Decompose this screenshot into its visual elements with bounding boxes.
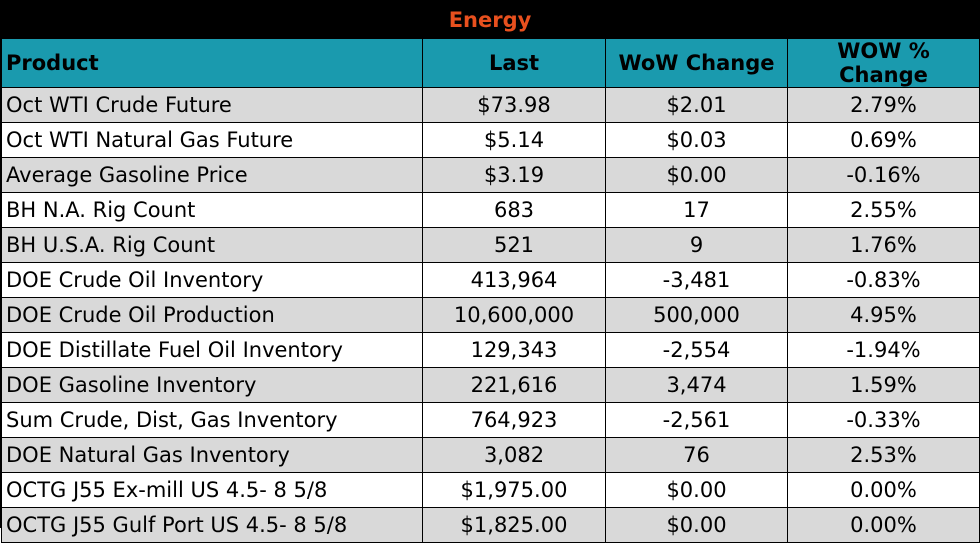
wow-change-cell: $0.03: [605, 122, 788, 158]
table-row: OCTG J55 Ex-mill US 4.5- 8 5/8 $1,975.00…: [1, 472, 980, 508]
product-cell: DOE Distillate Fuel Oil Inventory: [1, 332, 423, 368]
energy-table: Product Last WoW Change WOW % Change Oct…: [1, 38, 980, 543]
table-row: BH N.A. Rig Count 683 17 2.55%: [1, 192, 980, 228]
wow-change-cell: 9: [605, 227, 788, 263]
title-bar: Energy: [1, 1, 979, 38]
wow-change-cell: $0.00: [605, 157, 788, 193]
last-cell: 129,343: [422, 332, 606, 368]
last-cell: $1,975.00: [422, 472, 606, 508]
wow-pct-cell: -1.94%: [787, 332, 980, 368]
wow-pct-cell: -0.83%: [787, 262, 980, 298]
wow-change-cell: $0.00: [605, 507, 788, 543]
table-row: Oct WTI Natural Gas Future $5.14 $0.03 0…: [1, 122, 980, 158]
wow-pct-cell: 0.00%: [787, 507, 980, 543]
product-cell: Sum Crude, Dist, Gas Inventory: [1, 402, 423, 438]
last-cell: $5.14: [422, 122, 606, 158]
header-row: Product Last WoW Change WOW % Change: [1, 38, 980, 88]
last-cell: 683: [422, 192, 606, 228]
product-cell: DOE Natural Gas Inventory: [1, 437, 423, 473]
last-cell: 521: [422, 227, 606, 263]
table-row: DOE Natural Gas Inventory 3,082 76 2.53%: [1, 437, 980, 473]
table-row: DOE Crude Oil Inventory 413,964 -3,481 -…: [1, 262, 980, 298]
wow-change-cell: -2,561: [605, 402, 788, 438]
wow-pct-cell: 0.69%: [787, 122, 980, 158]
last-cell: 764,923: [422, 402, 606, 438]
wow-change-cell: -2,554: [605, 332, 788, 368]
wow-change-cell: 3,474: [605, 367, 788, 403]
last-cell: 221,616: [422, 367, 606, 403]
table-row: DOE Distillate Fuel Oil Inventory 129,34…: [1, 332, 980, 368]
wow-pct-cell: 1.76%: [787, 227, 980, 263]
header-last: Last: [422, 38, 606, 88]
wow-change-cell: $2.01: [605, 87, 788, 123]
product-cell: Oct WTI Crude Future: [1, 87, 423, 123]
product-cell: OCTG J55 Gulf Port US 4.5- 8 5/8: [1, 507, 423, 543]
wow-change-cell: -3,481: [605, 262, 788, 298]
table-row: DOE Crude Oil Production 10,600,000 500,…: [1, 297, 980, 333]
header-wow-change: WoW Change: [605, 38, 788, 88]
product-cell: OCTG J55 Ex-mill US 4.5- 8 5/8: [1, 472, 423, 508]
product-cell: DOE Gasoline Inventory: [1, 367, 423, 403]
table-title: Energy: [448, 7, 532, 32]
wow-pct-cell: -0.33%: [787, 402, 980, 438]
product-cell: DOE Crude Oil Production: [1, 297, 423, 333]
last-cell: $1,825.00: [422, 507, 606, 543]
product-cell: BH N.A. Rig Count: [1, 192, 423, 228]
wow-change-cell: 17: [605, 192, 788, 228]
table-row: Sum Crude, Dist, Gas Inventory 764,923 -…: [1, 402, 980, 438]
wow-pct-cell: 4.95%: [787, 297, 980, 333]
wow-pct-cell: 0.00%: [787, 472, 980, 508]
last-cell: 3,082: [422, 437, 606, 473]
product-cell: Oct WTI Natural Gas Future: [1, 122, 423, 158]
product-cell: Average Gasoline Price: [1, 157, 423, 193]
last-cell: $3.19: [422, 157, 606, 193]
wow-pct-cell: -0.16%: [787, 157, 980, 193]
wow-change-cell: 500,000: [605, 297, 788, 333]
table-row: Oct WTI Crude Future $73.98 $2.01 2.79%: [1, 87, 980, 123]
wow-pct-cell: 2.79%: [787, 87, 980, 123]
last-cell: 413,964: [422, 262, 606, 298]
wow-change-cell: $0.00: [605, 472, 788, 508]
wow-pct-cell: 2.55%: [787, 192, 980, 228]
table-row: OCTG J55 Gulf Port US 4.5- 8 5/8 $1,825.…: [1, 507, 980, 543]
product-cell: DOE Crude Oil Inventory: [1, 262, 423, 298]
last-cell: $73.98: [422, 87, 606, 123]
wow-pct-cell: 1.59%: [787, 367, 980, 403]
product-cell: BH U.S.A. Rig Count: [1, 227, 423, 263]
wow-change-cell: 76: [605, 437, 788, 473]
table-row: DOE Gasoline Inventory 221,616 3,474 1.5…: [1, 367, 980, 403]
header-wow-pct-change: WOW % Change: [787, 38, 980, 88]
header-product: Product: [1, 38, 423, 88]
last-cell: 10,600,000: [422, 297, 606, 333]
wow-pct-cell: 2.53%: [787, 437, 980, 473]
table-row: Average Gasoline Price $3.19 $0.00 -0.16…: [1, 157, 980, 193]
table-row: BH U.S.A. Rig Count 521 9 1.76%: [1, 227, 980, 263]
